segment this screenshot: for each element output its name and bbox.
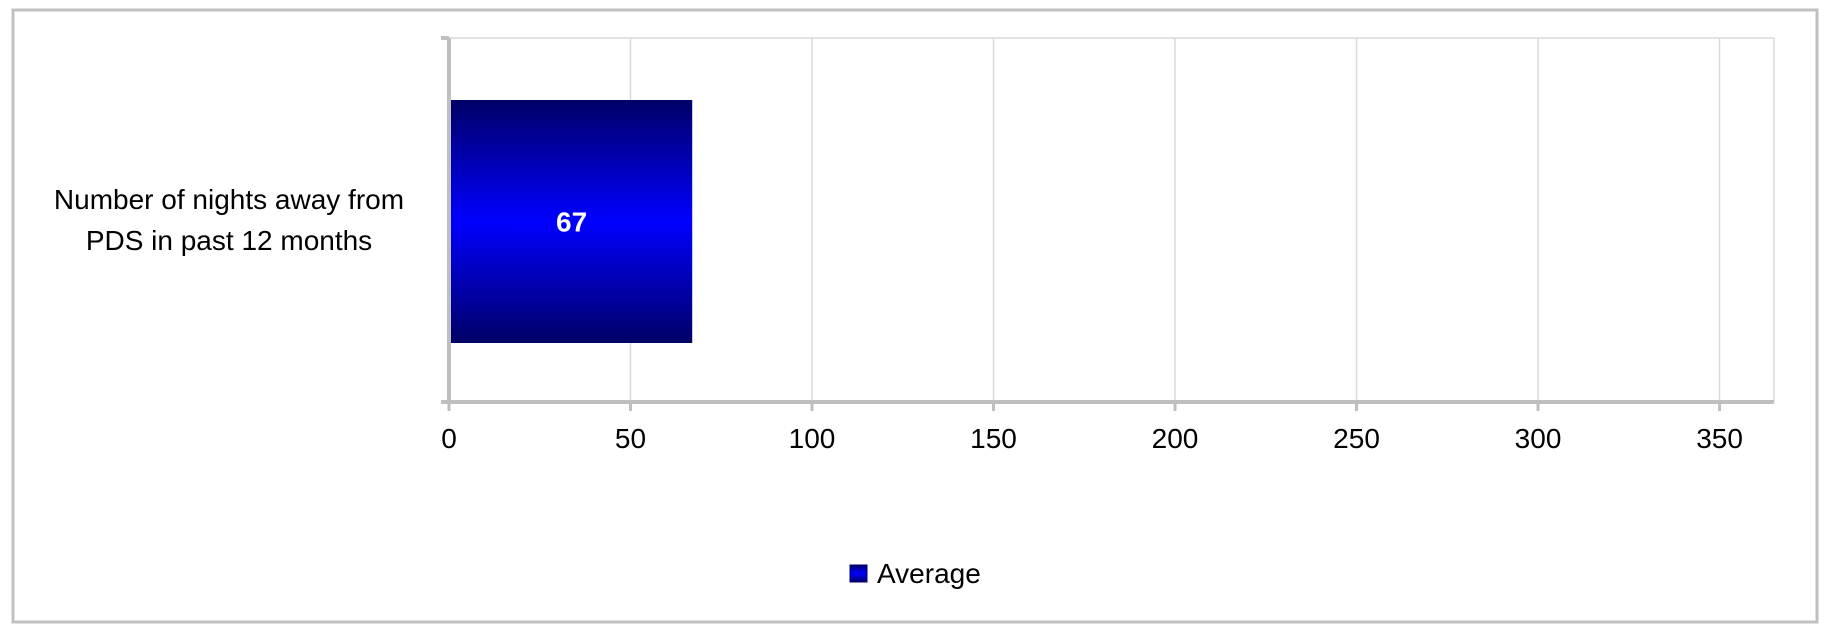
x-tick-label-150: 150 (970, 423, 1017, 454)
labels: 67 0 50 100 150 200 250 300 350 (441, 207, 1743, 455)
legend-swatch-average (849, 564, 868, 583)
legend-label-average: Average (877, 558, 981, 589)
category-label-line-2: PDS in past 12 months (86, 225, 372, 256)
x-tick-label-250: 250 (1333, 423, 1380, 454)
x-tick-label-50: 50 (615, 423, 646, 454)
category-label: Number of nights away from PDS in past 1… (54, 184, 404, 256)
category-label-line-1: Number of nights away from (54, 184, 404, 215)
x-tick-label-200: 200 (1152, 423, 1199, 454)
bar-average (451, 100, 693, 343)
x-tick-label-100: 100 (789, 423, 836, 454)
x-tick-label-350: 350 (1696, 423, 1743, 454)
data-label-average: 67 (556, 207, 587, 238)
x-tick-label-300: 300 (1515, 423, 1562, 454)
axes (441, 36, 1774, 411)
legend: Average (849, 558, 981, 589)
gridlines (449, 37, 1775, 402)
chart-outer-border (11, 8, 1819, 624)
x-tick-label-0: 0 (441, 423, 457, 454)
bars (451, 100, 693, 343)
